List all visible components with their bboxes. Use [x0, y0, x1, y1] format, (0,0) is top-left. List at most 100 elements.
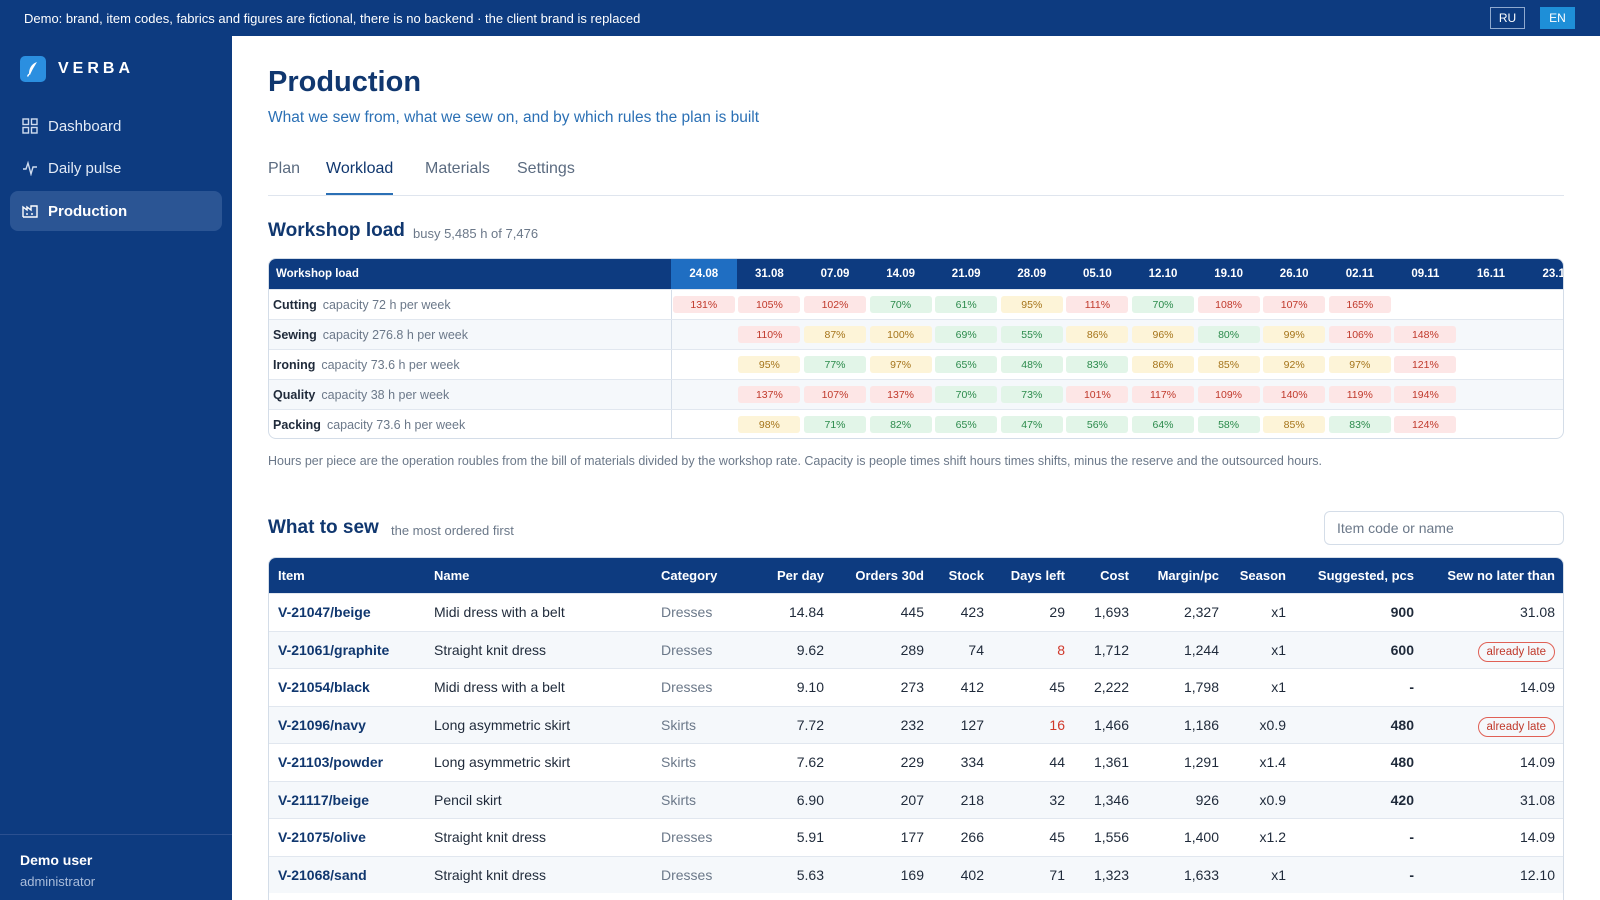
column-header-suggested[interactable]: Suggested, pcs: [1317, 568, 1414, 583]
orders-cell: 177: [900, 829, 924, 845]
load-cell[interactable]: 101%: [1066, 386, 1129, 403]
logo[interactable]: VERBA: [20, 56, 134, 82]
load-cell[interactable]: 97%: [1328, 356, 1391, 373]
load-cell[interactable]: 96%: [1132, 326, 1194, 343]
load-cell[interactable]: 83%: [1328, 416, 1391, 433]
load-cell[interactable]: 48%: [1000, 356, 1063, 373]
load-cell[interactable]: 119%: [1328, 386, 1391, 403]
load-cell[interactable]: 95%: [1000, 296, 1063, 313]
load-cell[interactable]: 108%: [1197, 296, 1260, 313]
load-cell[interactable]: 56%: [1066, 416, 1129, 433]
load-cell[interactable]: 105%: [738, 296, 801, 313]
item-code-link[interactable]: V-21117/beige: [278, 791, 370, 808]
load-cell[interactable]: 140%: [1263, 386, 1326, 403]
load-cell[interactable]: 102%: [804, 296, 866, 313]
load-cell[interactable]: 87%: [804, 326, 866, 343]
load-cell[interactable]: 194%: [1394, 386, 1457, 403]
table-row[interactable]: V-21096/navy Long asymmetric skirt Skirts 7…: [269, 705, 1563, 743]
table-row[interactable]: V-21103/powder Long asymmetric skirt Skirt…: [269, 743, 1563, 780]
load-cell[interactable]: 64%: [1132, 416, 1194, 433]
tab-workload[interactable]: Workload: [326, 160, 394, 195]
load-cell[interactable]: 148%: [1394, 326, 1457, 343]
load-cell[interactable]: 107%: [1263, 296, 1326, 313]
item-code-link[interactable]: V-21103/powder: [278, 754, 384, 770]
suggested-cell: -: [1409, 829, 1414, 845]
column-header-deadline[interactable]: Sew no later than: [1447, 568, 1555, 583]
column-header-orders-30d[interactable]: Orders 30d: [855, 568, 924, 583]
load-cell[interactable]: 107%: [804, 386, 866, 403]
load-cell[interactable]: 124%: [1394, 416, 1457, 433]
load-cell[interactable]: 86%: [1066, 326, 1129, 343]
column-header-per-day[interactable]: Per day: [777, 568, 824, 583]
table-row[interactable]: V-21054/black Midi dress with a belt Dress…: [269, 668, 1563, 705]
table-row[interactable]: V-21061/graphite Straight knit dress Dress…: [269, 630, 1563, 668]
item-code-link[interactable]: V-21096/navy: [278, 716, 366, 733]
sidebar-item-dashboard[interactable]: Dashboard: [10, 106, 222, 146]
load-cell[interactable]: 98%: [738, 416, 801, 433]
load-cell[interactable]: 106%: [1328, 326, 1391, 343]
item-code-link[interactable]: V-21061/graphite: [278, 641, 390, 658]
load-cell[interactable]: 97%: [869, 356, 932, 373]
load-cell[interactable]: 95%: [738, 356, 801, 373]
column-header-stock[interactable]: Stock: [948, 568, 984, 583]
load-cell[interactable]: 65%: [935, 356, 998, 373]
item-code-link[interactable]: V-21054/black: [278, 679, 370, 695]
load-cell[interactable]: 55%: [1000, 326, 1063, 343]
load-cell[interactable]: 65%: [935, 416, 998, 433]
tab-settings[interactable]: Settings: [517, 160, 575, 177]
sidebar-item-daily-pulse[interactable]: Daily pulse: [10, 148, 222, 188]
load-cell[interactable]: 83%: [1066, 356, 1129, 373]
column-header-days-left[interactable]: Days left: [1010, 568, 1065, 583]
load-cell[interactable]: 137%: [869, 386, 932, 403]
item-search-input[interactable]: [1324, 511, 1564, 545]
item-code-link[interactable]: V-21068/sand: [278, 866, 367, 883]
load-cell[interactable]: 85%: [1197, 356, 1260, 373]
week-column-header: 12.10: [1148, 268, 1178, 280]
load-cell[interactable]: 121%: [1394, 356, 1457, 373]
column-header-category[interactable]: Category: [661, 568, 718, 583]
column-header-season[interactable]: Season: [1239, 568, 1286, 583]
load-cell[interactable]: 71%: [804, 416, 866, 433]
load-cell[interactable]: 80%: [1197, 326, 1260, 343]
load-cell[interactable]: 86%: [1132, 356, 1194, 373]
tab-plan[interactable]: Plan: [268, 160, 301, 177]
load-cell[interactable]: 110%: [738, 326, 801, 343]
load-cell[interactable]: 70%: [1132, 296, 1194, 313]
load-cell[interactable]: 92%: [1263, 356, 1326, 373]
column-header-item[interactable]: Item: [278, 568, 305, 583]
load-cell[interactable]: 61%: [935, 296, 998, 313]
table-row[interactable]: V-21047/beige Midi dress with a belt Dress…: [269, 593, 1563, 630]
load-cell[interactable]: 47%: [1000, 416, 1063, 433]
load-cell[interactable]: 137%: [738, 386, 801, 403]
language-en-button[interactable]: EN: [1540, 7, 1575, 29]
sidebar-item-label: Production: [48, 202, 128, 220]
sidebar-item-production[interactable]: Production: [10, 191, 222, 231]
load-cell[interactable]: 117%: [1132, 386, 1194, 403]
column-header-margin[interactable]: Margin/pc: [1157, 568, 1219, 583]
table-row[interactable]: V-21068/sand Straight knit dress Dresses 5.…: [269, 855, 1563, 893]
sidebar-divider: [0, 834, 232, 835]
column-header-cost[interactable]: Cost: [1100, 568, 1129, 583]
load-cell[interactable]: 70%: [869, 296, 932, 313]
column-header-name[interactable]: Name: [434, 568, 470, 583]
item-code-link[interactable]: V-21047/beige: [278, 604, 371, 620]
load-cell[interactable]: 69%: [935, 326, 998, 343]
load-cell[interactable]: 99%: [1263, 326, 1326, 343]
language-ru-button[interactable]: RU: [1490, 7, 1525, 29]
table-row[interactable]: V-21117/beige Pencil skirt Skirts 6.90 207 21…: [269, 780, 1563, 818]
load-cell[interactable]: 58%: [1197, 416, 1260, 433]
table-row[interactable]: V-21075/olive Straight knit dress Dresses 5…: [269, 818, 1563, 855]
load-cell[interactable]: 165%: [1328, 296, 1391, 313]
load-cell[interactable]: 82%: [869, 416, 932, 433]
load-cell[interactable]: 85%: [1263, 416, 1326, 433]
load-cell[interactable]: 70%: [935, 386, 998, 403]
load-cell[interactable]: 109%: [1197, 386, 1260, 403]
user-name[interactable]: Demo user: [20, 852, 93, 868]
tab-materials[interactable]: Materials: [425, 160, 490, 177]
load-cell[interactable]: 77%: [804, 356, 866, 373]
load-cell[interactable]: 73%: [1000, 386, 1063, 403]
load-cell[interactable]: 131%: [672, 296, 735, 313]
load-cell[interactable]: 100%: [869, 326, 932, 343]
load-cell[interactable]: 111%: [1066, 296, 1129, 313]
item-code-link[interactable]: V-21075/olive: [278, 829, 366, 845]
